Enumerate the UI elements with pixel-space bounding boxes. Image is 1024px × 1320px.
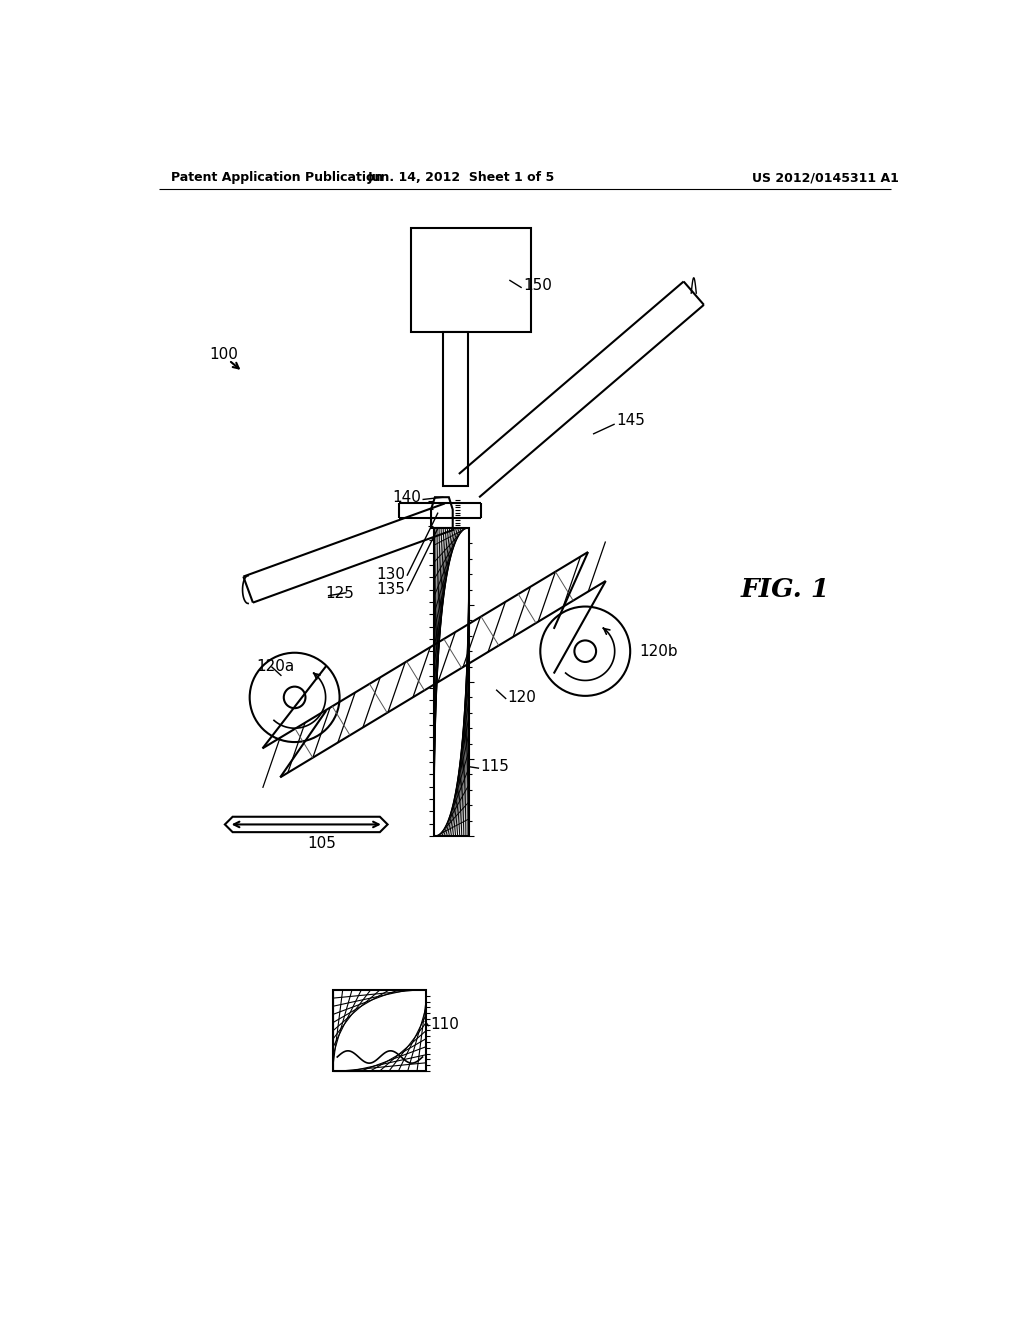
Text: 135: 135 <box>377 582 406 597</box>
Polygon shape <box>225 817 388 832</box>
Circle shape <box>250 653 340 742</box>
Text: 110: 110 <box>430 1018 459 1032</box>
Circle shape <box>284 686 305 708</box>
Circle shape <box>574 640 596 663</box>
Text: Patent Application Publication: Patent Application Publication <box>171 172 383 185</box>
Text: 100: 100 <box>209 347 239 362</box>
Text: 130: 130 <box>377 566 406 582</box>
Text: FIG. 1: FIG. 1 <box>740 577 829 602</box>
Text: 140: 140 <box>392 490 421 504</box>
Text: 120: 120 <box>508 690 537 705</box>
Text: Jun. 14, 2012  Sheet 1 of 5: Jun. 14, 2012 Sheet 1 of 5 <box>368 172 555 185</box>
Text: 150: 150 <box>523 279 552 293</box>
Text: 145: 145 <box>616 413 645 428</box>
Bar <box>434 528 469 836</box>
Text: 120b: 120b <box>640 644 678 659</box>
Text: 125: 125 <box>326 586 354 601</box>
Text: US 2012/0145311 A1: US 2012/0145311 A1 <box>752 172 899 185</box>
Bar <box>334 990 426 1071</box>
Circle shape <box>541 607 630 696</box>
Polygon shape <box>431 498 453 528</box>
Text: 115: 115 <box>480 759 510 775</box>
Bar <box>443 331 468 486</box>
Bar <box>411 227 531 331</box>
Text: 105: 105 <box>307 836 336 851</box>
Text: 120a: 120a <box>256 659 294 675</box>
